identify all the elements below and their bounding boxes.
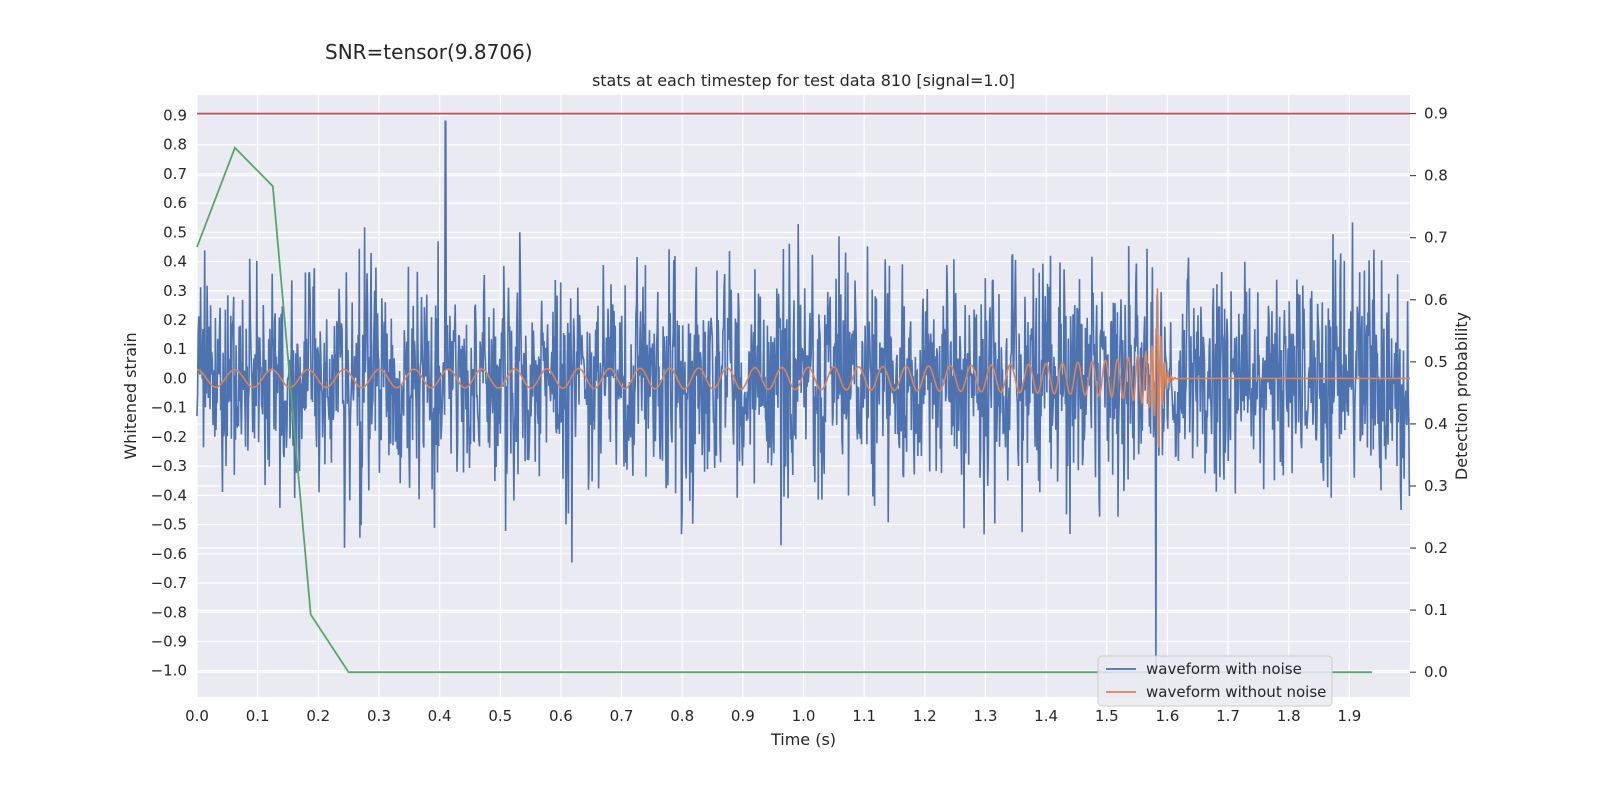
x-tick-label: 1.0 [792,707,816,725]
y2-tick-label: 0.8 [1424,167,1448,185]
y2-tick-label: 0.6 [1424,291,1448,309]
series-layer [196,112,1411,674]
x-tick-label: 0.2 [306,707,330,725]
x-tick-label: 1.6 [1155,707,1179,725]
y-tick-label: 0.2 [163,311,187,329]
figure-suptitle: SNR=tensor(9.8706) [325,40,533,64]
y2-tick-label: 0.4 [1424,415,1448,433]
legend-label-noise: waveform with noise [1146,660,1302,678]
y2-tick-label: 0.2 [1424,539,1448,557]
y2-tick-label: 0.0 [1424,663,1448,681]
y-tick-label: −0.9 [151,632,187,650]
x-tick-label: 1.2 [913,707,937,725]
y-tick-label: 0.6 [163,194,187,212]
y-tick-label: 0.1 [163,340,187,358]
y-axis-label: Whitened strain [121,332,140,459]
y-tick-label: 0.5 [163,223,187,241]
y2-tick-label: 0.7 [1424,229,1448,247]
x-tick-label: 0.3 [367,707,391,725]
y-tick-label: 0.7 [163,165,187,183]
x-tick-label: 0.9 [731,707,755,725]
series-line-detection-probability [196,146,1373,674]
x-tick-label: 0.6 [549,707,573,725]
y-tick-label: −1.0 [151,662,187,680]
y-tick-label: −0.8 [151,603,187,621]
x-tick-label: 0.7 [610,707,634,725]
y2-tick-label: 0.5 [1424,353,1448,371]
y-tick-label: 0.9 [163,106,187,124]
y-tick-label: 0.3 [163,282,187,300]
y-tick-label: −0.3 [151,457,187,475]
x-tick-label: 0.0 [185,707,209,725]
y2-tick-label: 0.3 [1424,477,1448,495]
y2-tick-label: 0.9 [1424,105,1448,123]
x-tick-label: 1.7 [1216,707,1240,725]
x-tick-label: 0.5 [488,707,512,725]
x-tick-label: 1.4 [1034,707,1058,725]
x-axis-label: Time (s) [770,730,836,749]
y2-axis-label: Detection probability [1452,312,1471,480]
y-tick-label: −0.4 [151,486,187,504]
y-tick-label: −0.2 [151,428,187,446]
x-tick-label: 0.4 [428,707,452,725]
y-tick-label: −0.6 [151,545,187,563]
tick-labels: 0.0 0.1 0.2 0.3 0.4 0.5 0.6 0.7 0.8 0.9 1.0 1.1 1.2 1… [151,105,1448,725]
series-line-clean [196,288,1410,448]
x-tick-label: 1.8 [1277,707,1301,725]
chart-title: stats at each timestep for test data 810… [592,71,1015,90]
y-tick-label: 0.0 [163,369,187,387]
y-tick-label: 0.8 [163,136,187,154]
y-tick-label: 0.4 [163,253,187,271]
legend-box [1097,655,1333,707]
x-tick-label: 1.1 [852,707,876,725]
legend: waveform with noise waveform without noi… [1097,655,1333,707]
series-line-noise [196,120,1411,671]
y-tick-label: −0.1 [151,399,187,417]
x-tick-label: 1.3 [974,707,998,725]
y-tick-label: −0.7 [151,574,187,592]
y-tick-label: −0.5 [151,516,187,534]
legend-label-clean: waveform without noise [1146,683,1326,701]
y2-tick-label: 0.1 [1424,601,1448,619]
x-tick-label: 0.1 [246,707,270,725]
x-tick-label: 1.5 [1095,707,1119,725]
x-tick-label: 1.9 [1337,707,1361,725]
x-tick-label: 0.8 [670,707,694,725]
